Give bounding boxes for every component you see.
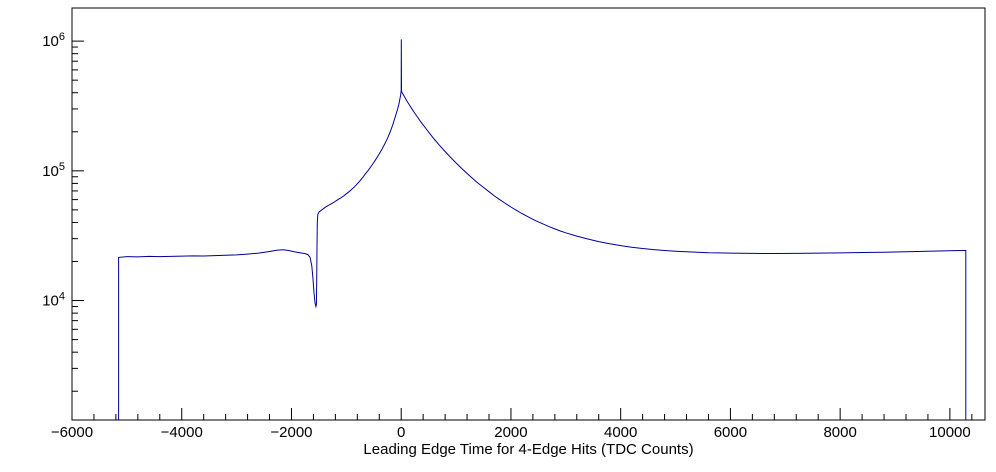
x-axis-title: Leading Edge Time for 4-Edge Hits (TDC C… bbox=[363, 441, 694, 458]
x-tick-label: 0 bbox=[397, 424, 405, 441]
plot-frame bbox=[71, 7, 986, 421]
y-tick-label: 104 bbox=[42, 291, 65, 310]
x-tick-label: −4000 bbox=[161, 424, 203, 441]
x-tick-label: 6000 bbox=[714, 424, 747, 441]
x-tick-label: 4000 bbox=[604, 424, 637, 441]
y-tick-label: 106 bbox=[42, 31, 65, 50]
x-tick-label: 10000 bbox=[929, 424, 971, 441]
x-tick-label: 8000 bbox=[823, 424, 856, 441]
y-tick-label: 105 bbox=[42, 161, 65, 180]
y-axis-ticks: 104 105 106 bbox=[42, 31, 84, 392]
x-tick-label: 2000 bbox=[494, 424, 527, 441]
x-axis-ticks: −6000 −4000 −2000 0 2000 4000 6000 8000 10000 bbox=[51, 408, 973, 441]
x-tick-label: −6000 bbox=[51, 424, 93, 441]
x-tick-label: −2000 bbox=[270, 424, 312, 441]
series-line bbox=[118, 39, 967, 420]
